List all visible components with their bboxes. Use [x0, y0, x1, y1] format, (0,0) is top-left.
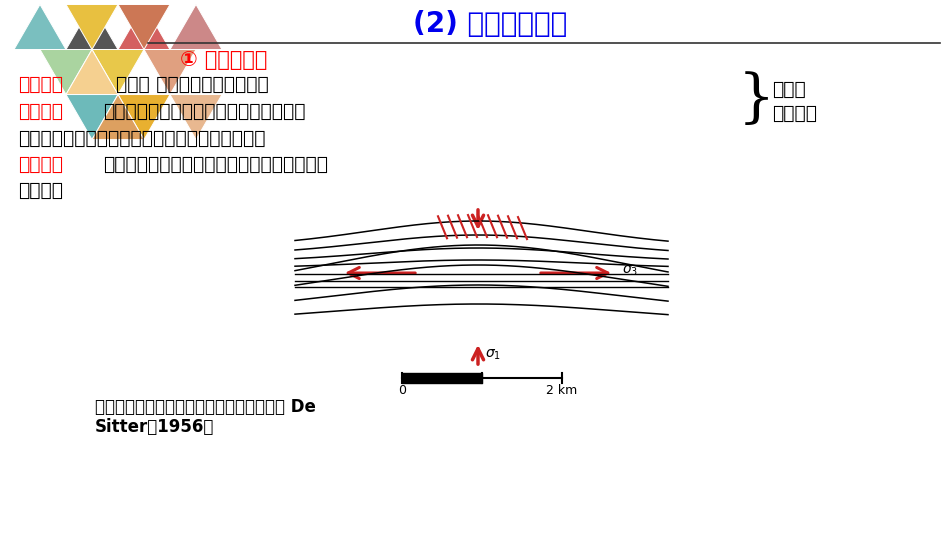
Text: 横向上：: 横向上： — [18, 74, 63, 94]
Text: $\sigma_1$: $\sigma_1$ — [485, 348, 501, 362]
Text: 所利用。: 所利用。 — [18, 180, 63, 200]
Text: $\sigma_3$: $\sigma_3$ — [622, 264, 638, 278]
Text: 正断层: 正断层 — [772, 80, 806, 98]
Text: 垂向上：: 垂向上： — [18, 102, 63, 120]
Text: 美国海员山背斜顶部正断层和小型地堑（据 De: 美国海员山背斜顶部正断层和小型地堑（据 De — [95, 398, 315, 416]
Polygon shape — [92, 50, 144, 95]
Polygon shape — [40, 50, 92, 95]
Text: 可以是早期形成的纵张节理，后被共轭剪节理: 可以是早期形成的纵张节理，后被共轭剪节理 — [103, 155, 328, 173]
Polygon shape — [14, 4, 66, 50]
Text: 从而，发育两组相向倾斜的正断层及其组合地堑。: 从而，发育两组相向倾斜的正断层及其组合地堑。 — [18, 128, 265, 148]
Polygon shape — [66, 95, 118, 140]
Polygon shape — [170, 95, 222, 140]
Text: 在背斜 外弯处伸展造成张应力: 在背斜 外弯处伸展造成张应力 — [103, 74, 269, 94]
Polygon shape — [118, 4, 170, 50]
Polygon shape — [144, 50, 196, 95]
Text: (2) 局部拉伸作用: (2) 局部拉伸作用 — [413, 10, 567, 38]
Polygon shape — [118, 95, 170, 140]
Polygon shape — [92, 95, 144, 140]
Text: 岩层的自重或背斜上拱力造成最大主应力: 岩层的自重或背斜上拱力造成最大主应力 — [103, 102, 306, 120]
Polygon shape — [66, 4, 118, 50]
Polygon shape — [170, 4, 222, 50]
Text: 2 km: 2 km — [546, 385, 578, 398]
Polygon shape — [118, 4, 170, 50]
Text: 应力状态: 应力状态 — [772, 103, 817, 123]
Polygon shape — [66, 50, 118, 95]
Text: }: } — [738, 72, 775, 128]
Polygon shape — [66, 4, 118, 50]
Text: Sitter，1956）: Sitter，1956） — [95, 418, 215, 436]
Text: 断层面：: 断层面： — [18, 155, 63, 173]
Text: ① 背斜转折端: ① 背斜转折端 — [180, 50, 267, 70]
Text: 0: 0 — [398, 385, 406, 398]
